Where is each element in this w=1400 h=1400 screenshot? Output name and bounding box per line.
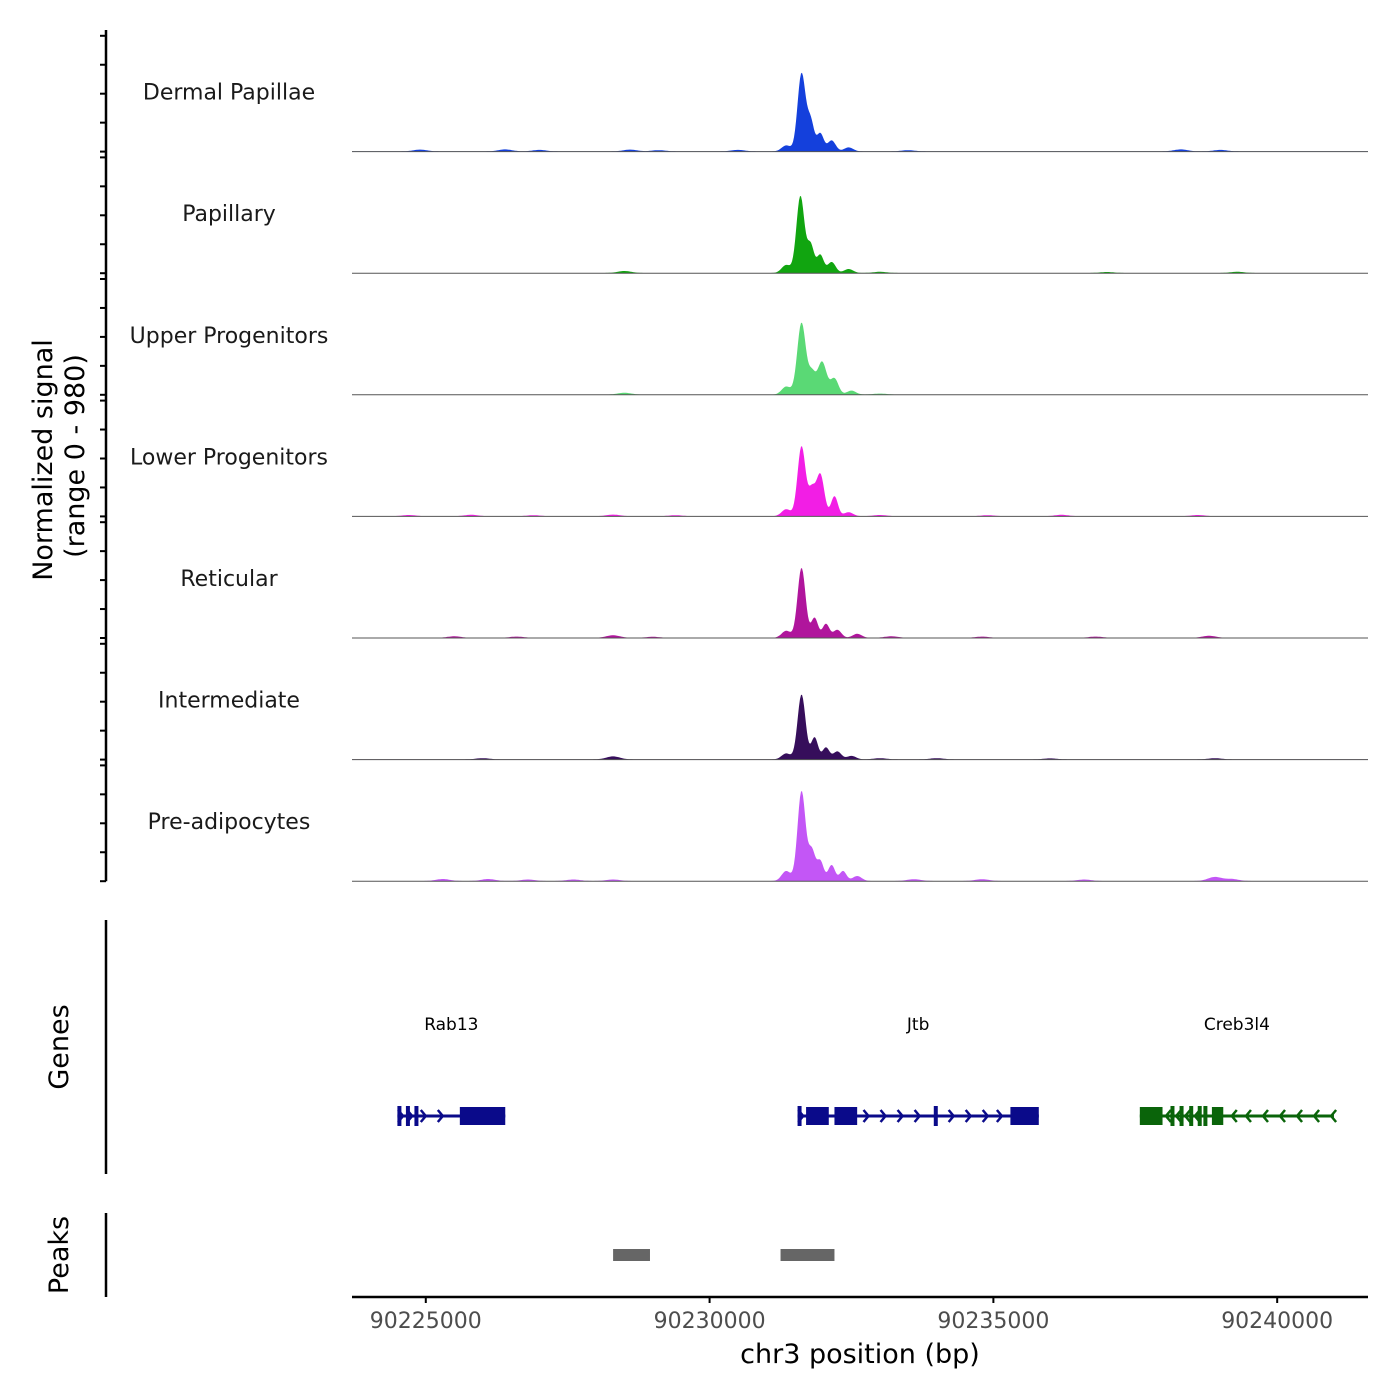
y-axis-range: (range 0 - 980) <box>60 354 91 558</box>
track-lower-progenitors: Lower Progenitors <box>130 445 1368 517</box>
gene-strand-arrow <box>964 1109 973 1123</box>
gene-strand-arrow <box>862 1109 871 1123</box>
coverage-area <box>352 446 1368 517</box>
track-papillary: Papillary <box>182 196 1368 274</box>
x-tick-label: 90235000 <box>937 1309 1049 1334</box>
coverage-area <box>352 568 1368 638</box>
gene-strand-arrow <box>896 1109 905 1123</box>
gene-exon <box>797 1106 802 1126</box>
track-reticular: Reticular <box>180 567 1368 639</box>
gene-exon <box>1179 1106 1184 1126</box>
coverage-area <box>352 791 1368 882</box>
track-label: Intermediate <box>158 689 300 714</box>
peak-region <box>613 1249 650 1261</box>
gene-exon <box>414 1106 419 1126</box>
peaks-axis-title: Peaks <box>44 1216 75 1294</box>
gene-exon <box>933 1106 938 1126</box>
coverage-area <box>352 694 1368 760</box>
gene-exon <box>1203 1106 1208 1126</box>
track-upper-progenitors: Upper Progenitors <box>130 322 1368 396</box>
track-label: Papillary <box>182 202 276 227</box>
peak-region <box>780 1249 835 1261</box>
gene-strand-arrow <box>797 1109 805 1123</box>
coverage-area <box>352 322 1368 395</box>
x-axis-title: chr3 position (bp) <box>740 1339 980 1370</box>
gene-strand-arrow <box>947 1109 956 1123</box>
track-label: Reticular <box>180 567 278 592</box>
gene-strand-arrow <box>436 1109 445 1123</box>
track-label: Pre-adipocytes <box>148 810 311 835</box>
gene-strand-arrow <box>1329 1109 1338 1123</box>
coverage-area <box>352 196 1368 274</box>
gene-strand-arrow <box>1193 1109 1201 1123</box>
gene-strand-arrow <box>913 1109 922 1123</box>
gene-strand-arrow <box>1278 1109 1286 1123</box>
gene-track: Rab13 Jtb Creb3l4 <box>397 1015 1338 1126</box>
peak-track <box>613 1249 835 1261</box>
track-label: Lower Progenitors <box>130 445 328 470</box>
x-tick-label: 90230000 <box>654 1309 766 1334</box>
track-label: Dermal Papillae <box>143 81 315 106</box>
gene-exon <box>806 1107 829 1125</box>
x-axis: 90225000 90230000 90235000 90240000 <box>352 1295 1368 1334</box>
track-intermediate: Intermediate <box>158 689 1368 761</box>
gene-exon <box>405 1106 410 1126</box>
gene-strand-arrow <box>1174 1109 1183 1123</box>
left-axis-lines <box>100 30 108 1297</box>
gene-strand-arrow <box>879 1109 888 1123</box>
gene-exon <box>1211 1107 1224 1125</box>
gene-exon <box>1170 1106 1175 1126</box>
gene-rab13: Rab13 <box>397 1015 506 1126</box>
gene-strand-arrow <box>1295 1109 1304 1123</box>
gene-exon <box>1139 1107 1163 1125</box>
gene-strand-arrow <box>419 1109 428 1123</box>
gene-strand-arrow <box>995 1109 1004 1123</box>
gene-strand-arrow <box>406 1109 414 1123</box>
gene-strand-arrow <box>397 1109 405 1123</box>
gene-strand-arrow <box>1230 1109 1238 1123</box>
gene-strand-arrow <box>1244 1109 1252 1123</box>
gene-exon <box>397 1106 402 1126</box>
gene-exon <box>459 1107 506 1125</box>
gene-creb3l4: Creb3l4 <box>1139 1015 1338 1126</box>
gene-exon <box>1189 1106 1194 1126</box>
gene-exon <box>1010 1107 1039 1125</box>
gene-strand-arrow <box>1164 1109 1172 1123</box>
track-label: Upper Progenitors <box>130 324 329 349</box>
genes-axis-title: Genes <box>44 1004 75 1089</box>
x-tick-label: 90240000 <box>1221 1309 1333 1334</box>
y-axis-title: Normalized signal <box>28 339 59 581</box>
track-pre-adipocytes: Pre-adipocytes <box>148 791 1368 882</box>
gene-jtb: Jtb <box>797 1015 1039 1126</box>
gene-label: Jtb <box>906 1015 929 1035</box>
gene-exon <box>1197 1106 1202 1126</box>
x-tick-label: 90225000 <box>370 1309 482 1334</box>
coverage-area <box>352 72 1368 152</box>
track-dermal-papillae: Dermal Papillae <box>143 72 1368 153</box>
gene-label: Rab13 <box>424 1015 478 1035</box>
gene-strand-arrow <box>1312 1109 1321 1123</box>
gene-strand-arrow <box>1261 1109 1269 1123</box>
gene-strand-arrow <box>981 1109 990 1123</box>
coverage-tracks: Dermal Papillae Papillary Upper Progenitor… <box>130 72 1368 882</box>
gene-exon <box>834 1107 858 1125</box>
gene-label: Creb3l4 <box>1204 1015 1270 1035</box>
gene-strand-arrow <box>1183 1109 1192 1123</box>
